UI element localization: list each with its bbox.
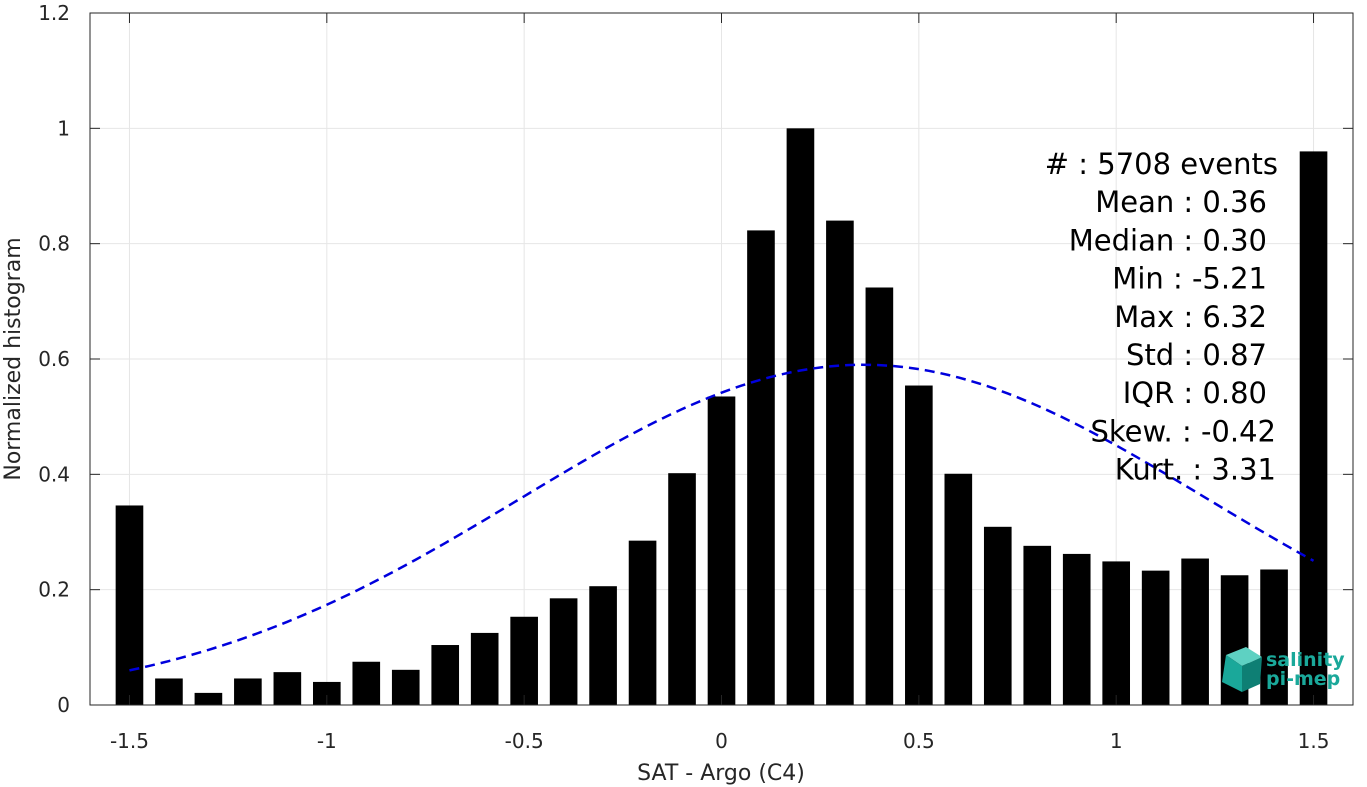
plot-axes (89, 12, 1354, 706)
x-tick-labels: -1.5 -1 -0.5 0 0.5 1 1.5 (110, 729, 1329, 753)
y-tick-labels: 0 0.2 0.4 0.6 0.8 1 1.2 (38, 1, 70, 717)
y-tick-label: 0.2 (38, 578, 70, 602)
x-tick-label: -0.5 (505, 729, 544, 753)
histogram-bar (589, 586, 617, 705)
salinity-pimep-logo: salinity pi-mep (1222, 647, 1345, 692)
histogram-bar (1023, 545, 1052, 705)
stat-line: # : 5708 events (1045, 147, 1278, 181)
stat-line: Skew. : -0.42 (1090, 414, 1276, 448)
x-tick-label: 1 (1110, 729, 1123, 753)
stat-line: Max : 6.32 (1114, 300, 1267, 334)
stat-line: IQR : 0.80 (1123, 376, 1267, 410)
histogram-bar (628, 540, 657, 705)
stat-line: Std : 0.87 (1126, 338, 1267, 372)
y-tick-label: 1 (57, 116, 70, 140)
stat-line: Kurt. : 3.31 (1115, 453, 1276, 487)
x-tick-label: -1 (317, 729, 337, 753)
x-tick-label: 1.5 (1298, 729, 1330, 753)
stats-box: # : 5708 events Mean : 0.36 Median : 0.30 M… (1045, 147, 1278, 487)
stat-line: Mean : 0.36 (1095, 185, 1267, 219)
histogram-bar (391, 669, 420, 705)
stat-line: Median : 0.30 (1069, 223, 1267, 257)
stat-line: Min : -5.21 (1112, 262, 1267, 296)
histogram-bar (1141, 570, 1170, 705)
histogram-bar (944, 473, 973, 705)
histogram-bar (115, 505, 144, 705)
histogram-bar (1260, 569, 1288, 705)
histogram-bar (747, 230, 775, 706)
y-tick-label: 0.4 (38, 462, 70, 486)
histogram-bar (549, 598, 578, 705)
y-axis-label: Normalized histogram (1, 237, 26, 480)
x-tick-label: 0.5 (903, 729, 935, 753)
histogram-bar (786, 128, 815, 706)
histogram-bar (707, 396, 736, 705)
y-tick-label: 0 (57, 693, 70, 717)
histogram-bar (155, 678, 183, 705)
histogram-bar (1062, 553, 1091, 705)
histogram-bar (865, 287, 894, 705)
histogram-bar (983, 526, 1012, 705)
logo-line-1: salinity (1266, 649, 1345, 671)
cube-icon (1222, 647, 1262, 692)
histogram-bar (431, 645, 460, 705)
histogram-bar (510, 616, 538, 705)
histogram-bar (234, 678, 262, 705)
histogram-bar (1181, 558, 1209, 705)
histogram-bar (1299, 151, 1328, 705)
histogram-bar (312, 681, 341, 705)
histogram-bar (668, 473, 696, 705)
histogram-bar (905, 385, 933, 705)
y-tick-label: 0.6 (38, 347, 70, 371)
histogram-bar (470, 632, 499, 705)
y-tick-label: 1.2 (38, 1, 70, 25)
histogram-bar (352, 661, 381, 705)
x-axis-label: SAT - Argo (C4) (637, 761, 805, 786)
logo-line-2: pi-mep (1266, 668, 1340, 690)
histogram-bar (194, 692, 223, 705)
bar-series (115, 128, 1328, 706)
x-tick-label: 0 (715, 729, 728, 753)
histogram-bar (826, 220, 854, 705)
histogram-bar (1102, 561, 1131, 705)
gaussian-fit-curve (129, 363, 1315, 672)
y-tick-label: 0.8 (38, 232, 70, 256)
histogram-bar (273, 672, 302, 705)
x-tick-label: -1.5 (110, 729, 149, 753)
